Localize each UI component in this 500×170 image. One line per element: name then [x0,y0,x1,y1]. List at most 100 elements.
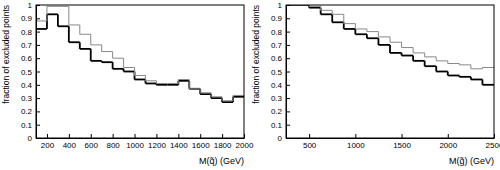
histogram-riser [46,6,47,21]
histogram-step [332,14,344,15]
tick-mark [286,111,290,112]
tick-label: 600 [85,141,99,150]
histogram-step [200,92,211,93]
tick-label: 1 [28,1,33,10]
tick: 400 [63,134,77,150]
y-axis-title: fraction of excluded points [1,5,11,104]
tick-label: 0.2 [271,107,283,116]
tick-mark [286,98,290,99]
tick-label: 1200 [148,141,166,150]
histogram-step [80,48,91,50]
tick-label: 0.7 [21,41,33,50]
tick-mark [36,58,40,59]
histogram-step [402,55,414,57]
tick: 2000 [439,134,457,150]
tick: 1800 [214,134,232,150]
histogram-riser [90,49,92,61]
histogram-step [390,52,402,54]
tick-label: 0 [278,134,283,143]
histogram-step [178,80,189,82]
x-axis-title: M(q̃) (GeV) [199,156,244,166]
tick-label: 2000 [236,141,254,150]
histogram-riser [378,32,379,37]
histogram-step [344,28,356,30]
series [286,5,494,69]
histogram-step [332,21,344,23]
tick-mark [286,85,290,86]
tick: 0.1 [271,121,290,130]
histogram-riser [401,42,402,47]
tick: 0.5 [21,68,40,77]
histogram-step [309,6,321,7]
tick-label: 1500 [393,141,411,150]
histogram-step [135,79,146,81]
tick: 0.1 [21,121,40,130]
tick-label: 0.4 [271,81,283,90]
tick-label: 0 [28,134,33,143]
histogram-riser [424,53,425,57]
tick-mark [69,134,70,138]
histogram-step [482,84,494,86]
tick-mark [286,45,290,46]
histogram-step [222,101,233,103]
histogram-riser [355,24,356,29]
tick: 0.6 [271,54,290,63]
histogram-step [113,58,124,59]
tick-label: 1 [278,1,283,10]
histogram-step [471,68,483,69]
tick-label: 1400 [170,141,188,150]
tick-label: 0.9 [21,14,33,23]
tick-mark [36,85,40,86]
histogram-step [233,95,244,96]
y-axis-title: fraction of excluded points [251,5,261,104]
histogram-step [233,96,244,98]
tick: 0.2 [21,107,40,116]
tick-label: 400 [63,141,77,150]
plot-frame [286,5,494,138]
tick: 0 [28,134,40,143]
histogram-step [102,51,113,52]
tick: 2000 [236,134,254,150]
tick: 0.4 [21,81,40,90]
histogram-step [167,84,178,86]
tick-label: 0.6 [271,54,283,63]
tick-mark [402,134,403,138]
histogram-riser [389,45,391,53]
tick-mark [36,32,40,33]
histogram-riser [101,45,102,52]
histogram-step [390,42,402,43]
histogram-riser [123,58,124,67]
tick: 1 [28,1,40,10]
histogram-riser [57,14,59,26]
tick-label: 0.9 [271,14,283,23]
axis-line [287,138,495,139]
tick-mark [36,111,40,112]
tick-mark [222,134,223,138]
histogram-step [91,44,102,45]
histogram-riser [436,57,437,61]
tick-label: 0.7 [271,41,283,50]
tick-mark [36,138,40,139]
tick-mark [135,134,136,138]
tick: 600 [85,134,99,150]
tick-mark [286,72,290,73]
histogram-step [425,56,437,57]
histogram-step [178,79,189,80]
tick-mark [286,58,290,59]
tick-label: 0.4 [21,81,33,90]
tick-label: 800 [106,141,120,150]
histogram-step [47,13,58,15]
tick-label: 0.1 [21,121,33,130]
histogram-step [459,64,471,65]
histogram-riser [68,26,70,42]
histogram-step [80,34,91,35]
tick-mark [286,5,290,6]
histogram-step [36,28,47,30]
tick-label: 0.2 [21,107,33,116]
histogram-step [378,36,390,37]
histogram-step [355,33,367,35]
tick: 0.8 [21,28,40,37]
panel: 500100015002000250000.10.20.30.40.50.60.… [251,1,500,166]
histogram-riser [68,6,69,25]
tick-mark [244,134,245,138]
